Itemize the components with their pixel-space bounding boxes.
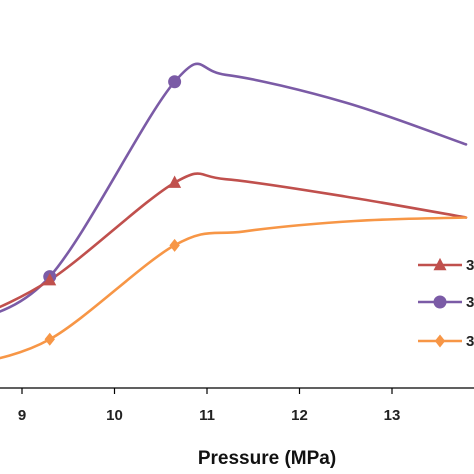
- legend-label: 3: [466, 333, 474, 350]
- series-2-marker: [43, 272, 57, 286]
- legend-label: 3: [466, 294, 474, 311]
- x-tick-label: 12: [291, 407, 308, 424]
- series-line-1: [0, 62, 468, 313]
- marker-layer: [43, 75, 182, 346]
- legend: 3 3 3: [418, 257, 474, 350]
- series-3-marker: [169, 238, 180, 252]
- x-tick-label: 13: [384, 407, 401, 424]
- series-line-3: [0, 216, 468, 360]
- series-3-marker: [44, 332, 55, 346]
- series-layer: [0, 62, 468, 360]
- legend-marker: [433, 295, 447, 309]
- legend-marker: [434, 334, 446, 348]
- series-line-2: [0, 172, 468, 309]
- legend-marker: [433, 257, 447, 271]
- series-2-marker: [168, 175, 182, 188]
- legend-label: 3: [466, 257, 474, 274]
- x-tick-label: 11: [199, 407, 215, 424]
- x-tick-label: 10: [106, 407, 123, 424]
- x-axis-title: Pressure (MPa): [198, 448, 336, 469]
- x-tick-layer: 9 10 11 12 13: [18, 388, 401, 424]
- series-1-marker: [168, 75, 182, 89]
- x-tick-label: 9: [18, 407, 26, 424]
